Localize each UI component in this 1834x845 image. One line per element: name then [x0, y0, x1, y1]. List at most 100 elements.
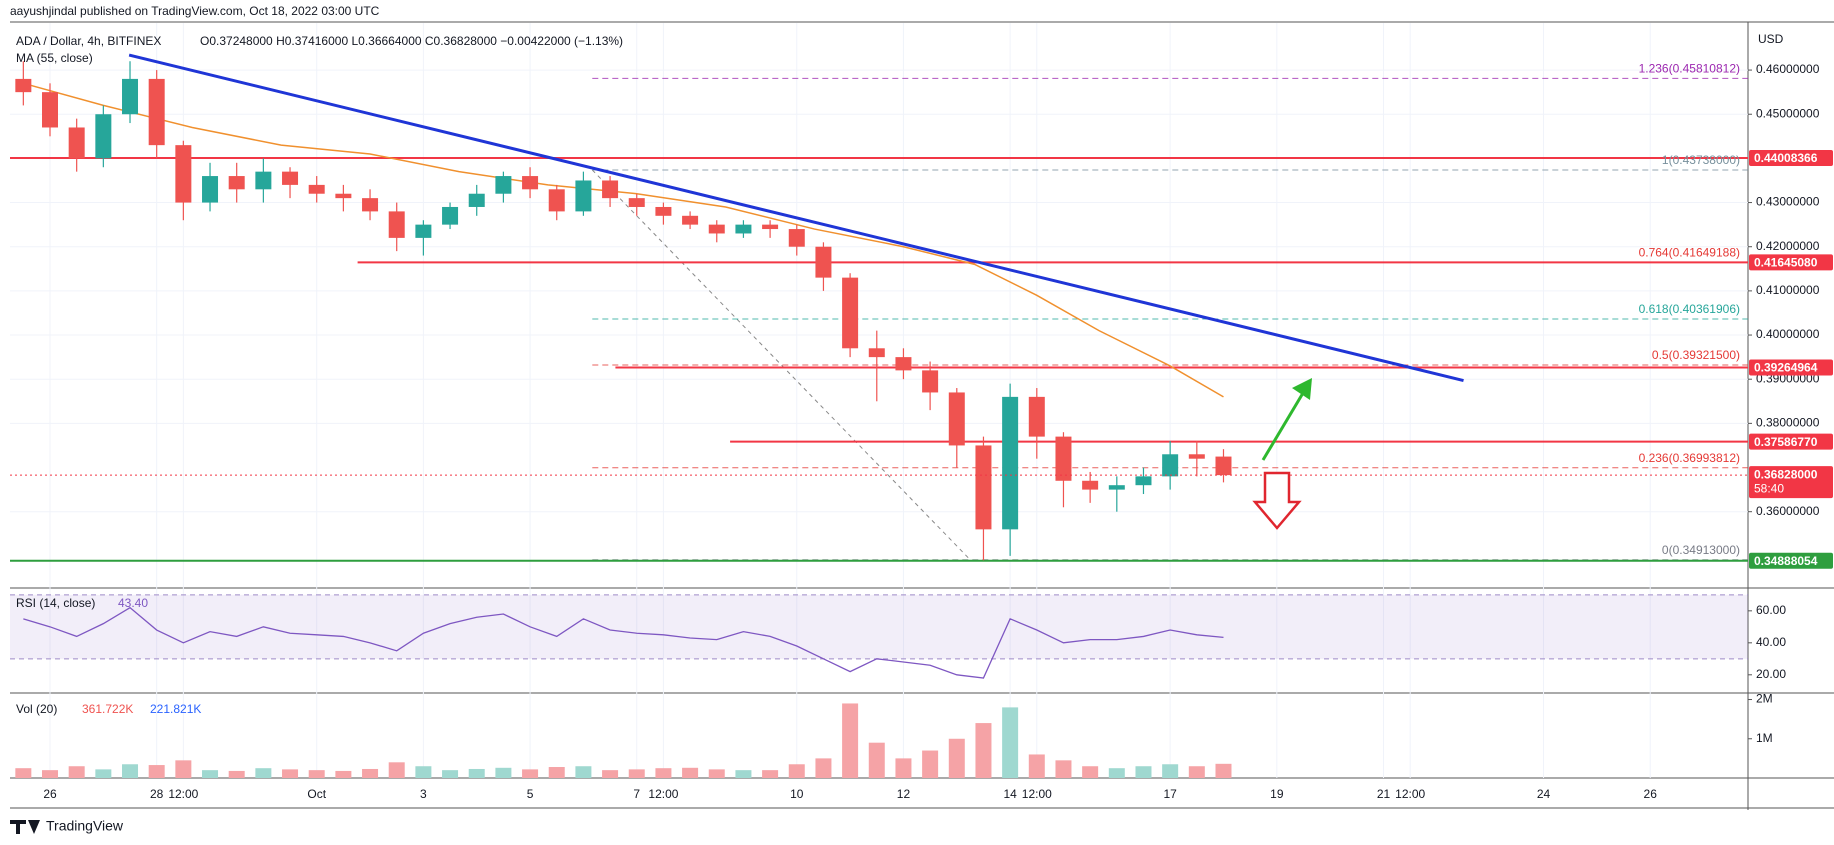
level-badge [1749, 433, 1833, 450]
candle-body [68, 127, 85, 159]
volume-bar [1082, 766, 1099, 778]
volume-bar [948, 738, 965, 778]
candle-body [175, 145, 192, 203]
countdown: 58:40 [1754, 481, 1784, 495]
volume-bar [868, 742, 885, 778]
x-tick-label: 12:00 [648, 787, 678, 801]
x-tick-label: 10 [790, 787, 804, 801]
rsi-tick-label: 20.00 [1756, 667, 1786, 681]
volume-bar [68, 766, 85, 778]
candle-body [1135, 476, 1152, 486]
candle-body [388, 211, 405, 238]
fib-label: 0.5(0.39321500) [1652, 348, 1740, 362]
y-tick-label: 0.41000000 [1756, 283, 1820, 297]
candle-body [442, 206, 459, 225]
candle-body [575, 180, 592, 212]
candle-body [895, 357, 912, 371]
level-label: 0.34888054 [1754, 554, 1818, 568]
up-arrow [1261, 392, 1305, 461]
fib-diagonal [591, 169, 971, 561]
x-tick-label: 21 [1377, 787, 1391, 801]
candle-body [282, 171, 299, 185]
candle-body [1188, 454, 1205, 459]
y-tick-label: 0.38000000 [1756, 416, 1820, 430]
x-tick-label: 14 [1003, 787, 1017, 801]
x-tick-label: 26 [1644, 787, 1658, 801]
fib-label: 1.236(0.45810812) [1639, 62, 1740, 76]
y-tick-label: 0.45000000 [1756, 106, 1820, 120]
volume-bar [575, 766, 592, 778]
volume-bar [442, 770, 459, 778]
fib-label: 0.618(0.40361906) [1639, 302, 1740, 316]
volume-bar [255, 768, 272, 778]
volume-bar [1108, 768, 1125, 778]
volume-title: Vol (20) [16, 702, 57, 716]
volume-bar [468, 768, 485, 778]
volume-value: 361.722K [82, 702, 133, 716]
rsi-tick-label: 40.00 [1756, 635, 1786, 649]
fib-label: 0.236(0.36993812) [1639, 451, 1740, 465]
candle-body [1082, 480, 1099, 490]
candle-body [1028, 396, 1045, 437]
candle-body [842, 277, 859, 349]
currency: USD [1758, 32, 1784, 46]
fib-label: 0(0.34913000) [1662, 543, 1740, 557]
volume-bar [95, 769, 112, 778]
rsi-band [10, 594, 1748, 659]
candle-body [202, 176, 219, 203]
volume-bar [548, 767, 565, 778]
candle-body [708, 224, 725, 234]
volume-bar [788, 764, 805, 778]
level-badge [1749, 359, 1833, 376]
candle-body [122, 78, 139, 115]
candle-body [655, 206, 672, 216]
volume-bar [282, 769, 299, 778]
candle-body [682, 215, 699, 225]
volume-tick-label: 2M [1756, 692, 1773, 706]
volume-bar [388, 762, 405, 778]
candle-body [1108, 485, 1125, 490]
volume-bar [895, 758, 912, 778]
volume-bar [682, 767, 699, 778]
volume-bar [415, 766, 432, 778]
candle-body [1055, 436, 1072, 481]
down-arrow [1252, 471, 1302, 530]
volume-bar [15, 768, 32, 778]
trendline [128, 53, 1464, 382]
last-price-badge [1749, 466, 1833, 499]
candle-body [335, 193, 352, 199]
candle-body [148, 78, 165, 146]
level-badge [1749, 150, 1833, 167]
y-tick-label: 0.46000000 [1756, 62, 1820, 76]
volume-bar [842, 703, 859, 778]
volume-bar [1028, 754, 1045, 778]
candle-body [95, 114, 112, 159]
x-tick-label: 26 [43, 787, 57, 801]
volume-bar [202, 770, 219, 778]
candle-body [762, 224, 779, 230]
publisher: aayushjindal published on TradingView.co… [10, 4, 380, 18]
volume-bar [362, 768, 379, 778]
candle-body [922, 370, 939, 393]
x-tick-label: 5 [527, 787, 534, 801]
volume-bar [175, 760, 192, 778]
volume-bar [762, 770, 779, 778]
y-tick-label: 0.36000000 [1756, 504, 1820, 518]
level-label: 0.44008366 [1754, 151, 1818, 165]
volume-bar [228, 770, 245, 778]
fib-label: 1(0.43738000) [1662, 153, 1740, 167]
volume-bar [975, 723, 992, 778]
candle-body [1215, 456, 1232, 476]
volume-bar [42, 770, 59, 778]
x-tick-label: 17 [1163, 787, 1177, 801]
volume-bar [602, 770, 619, 778]
rsi-title: RSI (14, close) [16, 596, 95, 610]
candle-body [42, 92, 59, 128]
candle-body [468, 193, 485, 207]
brand: TradingView [46, 818, 124, 834]
candle-body [1162, 454, 1179, 477]
symbol: ADA / Dollar, 4h, BITFINEX [16, 34, 161, 48]
candle-body [228, 176, 245, 190]
